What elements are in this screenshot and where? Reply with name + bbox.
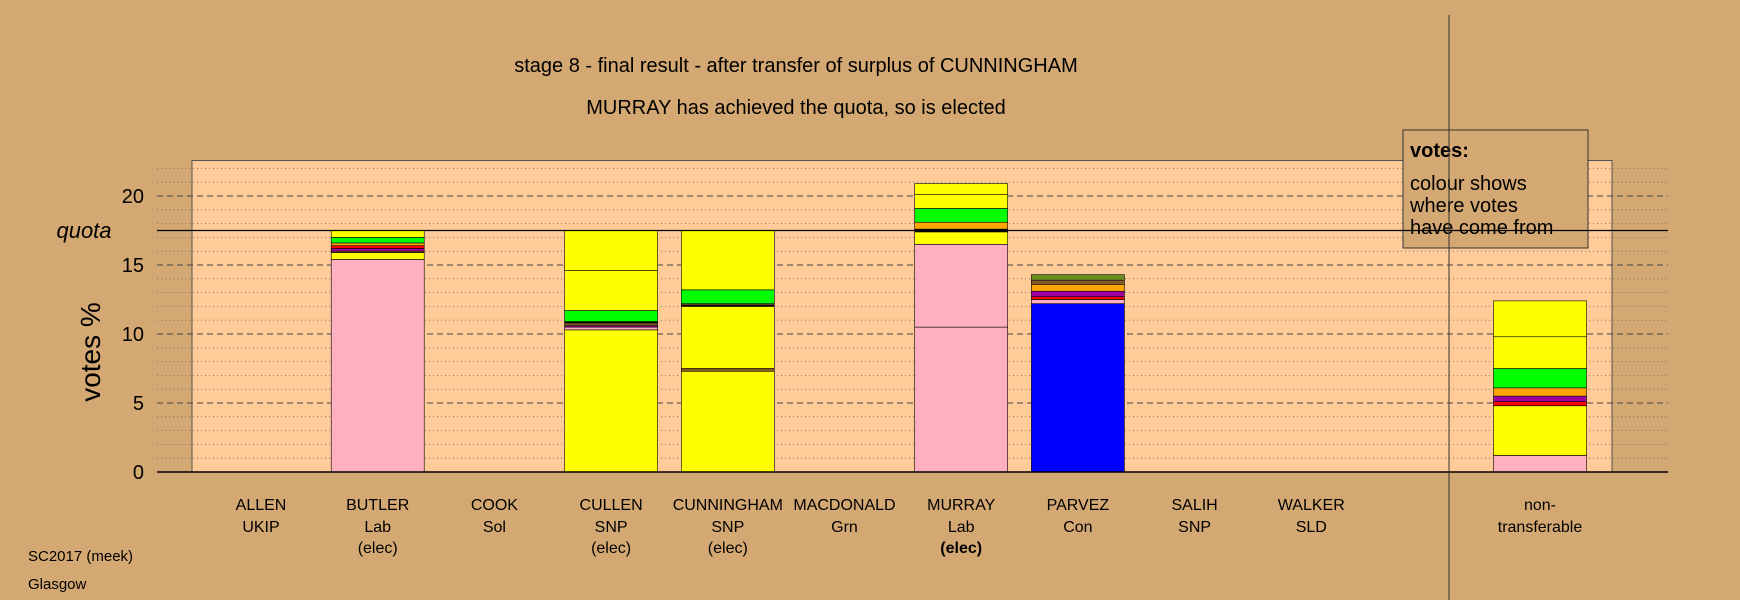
- legend-line-1: colour shows: [1410, 173, 1527, 195]
- bar-segment: [1493, 387, 1587, 397]
- candidate-walker: WALKER SLD: [1278, 497, 1345, 536]
- category-party: SLD: [1296, 519, 1327, 536]
- category-status: (elec): [591, 540, 631, 557]
- y-tick-label: 0: [133, 462, 144, 484]
- candidate-cunningham: CUNNINGHAM SNP (elec): [673, 230, 783, 557]
- category-name: non-: [1524, 497, 1556, 514]
- bar-segment: [914, 194, 1009, 209]
- legend-box: [1402, 129, 1589, 249]
- bar-segment: [1493, 455, 1587, 473]
- bar-segment: [914, 326, 1009, 473]
- bar-segment: [680, 306, 775, 369]
- bar-segment: [1493, 336, 1587, 369]
- bar-segment: [914, 244, 1009, 328]
- category-party: UKIP: [242, 519, 279, 536]
- legend-title: votes:: [1410, 140, 1469, 162]
- bar-segment: [680, 230, 775, 291]
- bar-segment: [1493, 405, 1587, 456]
- bar-segment: [330, 248, 425, 252]
- bar-segment: [680, 289, 775, 304]
- bar-segment: [1031, 299, 1125, 304]
- category-name: COOK: [471, 497, 518, 514]
- bar-segment: [564, 270, 658, 311]
- legend: votes: colour shows where votes have com…: [1402, 129, 1589, 249]
- bar-segment: [330, 245, 425, 249]
- footer-method: SC2017 (meek): [28, 548, 133, 565]
- bar-segment: [1031, 296, 1125, 300]
- chart-subtitle: MURRAY has achieved the quota, so is ele…: [586, 97, 1006, 119]
- bar-segment: [914, 231, 1009, 245]
- category-party: Lab: [948, 519, 975, 536]
- bar-segment: [914, 183, 1009, 195]
- candidate-allen: ALLEN UKIP: [236, 497, 287, 536]
- category-party: transferable: [1498, 519, 1583, 536]
- bar-segment: [564, 230, 658, 271]
- category-name: BUTLER: [346, 497, 409, 514]
- candidate-cook: COOK Sol: [471, 497, 518, 536]
- legend-line-3: have come from: [1410, 217, 1553, 239]
- bar-segment: [1031, 284, 1125, 292]
- chart-title: stage 8 - final result - after transfer …: [514, 55, 1078, 77]
- overlay-lines: [157, 15, 1668, 600]
- bar-segment: [1031, 279, 1125, 285]
- bar-segment: [330, 252, 425, 260]
- candidate-salih: SALIH SNP: [1171, 497, 1217, 536]
- category-name: WALKER: [1278, 497, 1345, 514]
- category-status: (elec): [708, 540, 748, 557]
- footer-area: Glasgow: [28, 576, 87, 593]
- bar-segment: [1493, 300, 1587, 338]
- plot-background: [191, 160, 1613, 473]
- category-name: ALLEN: [236, 497, 287, 514]
- y-tick-label: 10: [122, 324, 144, 346]
- bar-segment: [564, 310, 658, 322]
- category-status: (elec): [358, 540, 398, 557]
- bar-segment: [330, 259, 425, 473]
- y-axis-label: votes %: [75, 302, 106, 402]
- y-tick-label: 5: [133, 393, 144, 415]
- bar-segment: [1493, 401, 1587, 407]
- bar-segment: [914, 208, 1009, 223]
- bar-segment: [564, 322, 658, 327]
- category-party: Grn: [831, 519, 858, 536]
- bar-segment: [330, 242, 425, 246]
- candidate-murray: MURRAY Lab (elec): [914, 183, 1009, 557]
- candidate-non: non-transferable: [1493, 300, 1587, 536]
- candidate-butler: BUTLER Lab (elec): [330, 230, 425, 557]
- candidate-cullen: CULLEN SNP (elec): [564, 230, 658, 557]
- quota-label: quota: [56, 218, 111, 243]
- category-name: MURRAY: [927, 497, 995, 514]
- candidate-parvez: PARVEZ Con: [1031, 274, 1125, 536]
- category-name: PARVEZ: [1047, 497, 1110, 514]
- category-status: (elec): [940, 540, 982, 557]
- bar-segment: [914, 221, 1009, 230]
- bar-segment: [330, 237, 425, 244]
- category-party: SNP: [595, 519, 628, 536]
- bar-segment: [564, 326, 658, 331]
- y-tick-label: 20: [122, 186, 144, 208]
- category-party: Con: [1063, 519, 1092, 536]
- bar-segment: [330, 230, 425, 238]
- bar-segment: [680, 368, 775, 372]
- category-party: SNP: [711, 519, 744, 536]
- candidate-macdonald: MACDONALD Grn: [793, 497, 895, 536]
- y-tick-label: 15: [122, 255, 144, 277]
- category-name: MACDONALD: [793, 497, 895, 514]
- category-name: SALIH: [1171, 497, 1217, 514]
- category-party: Sol: [483, 519, 506, 536]
- bar-segment: [1493, 368, 1587, 389]
- category-name: CULLEN: [580, 497, 643, 514]
- plot-area: 05101520ALLENUKIPBUTLERLab(elec)COOKSolC…: [122, 160, 1668, 557]
- category-party: Lab: [364, 519, 391, 536]
- category-name: CUNNINGHAM: [673, 497, 783, 514]
- bar-segment: [1031, 303, 1125, 473]
- bar-segment: [1031, 274, 1125, 281]
- bar-segment: [1031, 290, 1125, 298]
- bar-segment: [564, 329, 658, 473]
- bar-segment: [680, 370, 775, 473]
- bar-segment: [1493, 395, 1587, 402]
- legend-line-2: where votes: [1409, 195, 1518, 217]
- category-party: SNP: [1178, 519, 1211, 536]
